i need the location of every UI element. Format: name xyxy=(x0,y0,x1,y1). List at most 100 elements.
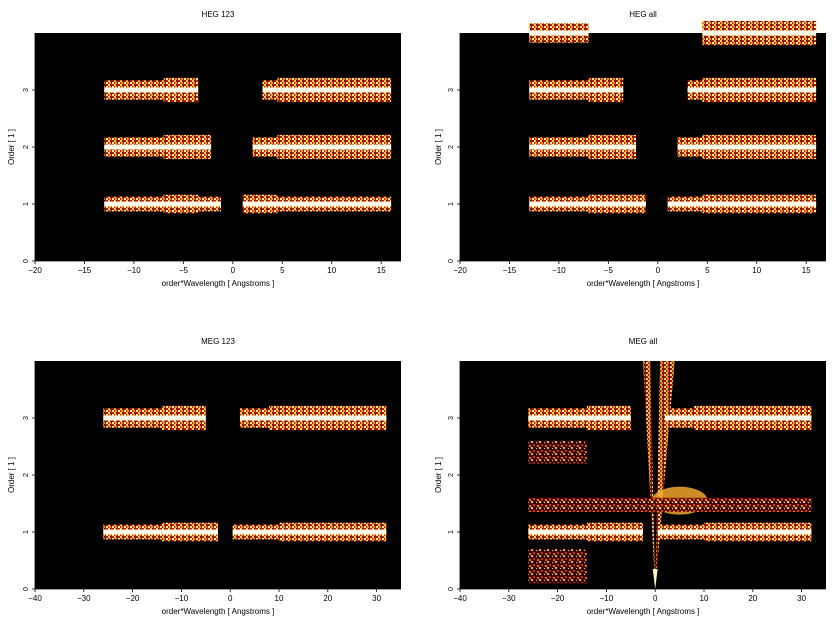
panel-meg-123: MEG 123 −40 −30 −20 −10 0 10 20 30 0 1 2 3 order*Wa… xyxy=(7,337,401,616)
background-spray-lower xyxy=(528,549,587,584)
heatmap-bands xyxy=(103,405,387,542)
band-order-2-ridge xyxy=(163,144,212,150)
band-order-1-ridge xyxy=(198,201,221,207)
y-tick-label: 1 xyxy=(23,530,30,534)
band-order-1-ridge xyxy=(586,529,643,535)
y-axis-label: Order [ 1 ] xyxy=(434,457,443,493)
x-tick-label: −30 xyxy=(502,594,516,603)
x-tick-label: 5 xyxy=(280,266,285,275)
band-order-4-ridge xyxy=(529,30,589,36)
y-axis-label: Order [ 1 ] xyxy=(434,129,443,165)
band-order-4-ridge xyxy=(702,30,817,36)
band-order-2-ridge xyxy=(702,144,817,150)
x-tick-label: 0 xyxy=(231,266,236,275)
band-order-1-ridge xyxy=(704,529,812,535)
band-order-1-ridge xyxy=(104,201,164,207)
band-order-3-ridge xyxy=(103,415,162,421)
y-tick-label: 2 xyxy=(448,145,455,149)
band-order-2-ridge xyxy=(277,144,392,150)
x-tick-label: 20 xyxy=(323,594,332,603)
axes: −40 −30 −20 −10 0 10 20 30 0 1 2 3 xyxy=(448,361,826,603)
x-tick-label: −10 xyxy=(552,266,566,275)
y-tick-label: 3 xyxy=(448,88,455,92)
band-order-3-ridge xyxy=(239,415,270,421)
panel-heg-123: HEG 123 −20 −15 −10 −5 0 5 10 15 0 1 2 3 order*Wave… xyxy=(7,10,401,288)
x-axis-label: order*Wavelength [ Angstroms ] xyxy=(587,607,700,616)
band-order-2-ridge xyxy=(529,144,589,150)
band-order-1-ridge xyxy=(657,529,704,535)
x-tick-label: −15 xyxy=(78,266,92,275)
band-order-3-ridge xyxy=(528,415,587,421)
axes: −40 −30 −20 −10 0 10 20 30 0 1 2 3 xyxy=(23,361,401,603)
x-tick-label: −5 xyxy=(604,266,614,275)
band-order-1-ridge xyxy=(667,201,703,207)
band-order-3-ridge xyxy=(277,87,392,93)
plot-area xyxy=(35,361,401,589)
x-tick-label: −5 xyxy=(179,266,189,275)
x-tick-label: 0 xyxy=(228,594,233,603)
band-order-3-ridge xyxy=(269,415,387,421)
band-order-3-ridge xyxy=(664,415,695,421)
heatmap-bands xyxy=(529,20,817,214)
plot-area xyxy=(460,361,826,589)
band-order-3-ridge xyxy=(588,87,624,93)
band-order-3-ridge xyxy=(694,415,812,421)
band-order-1-ridge xyxy=(588,201,646,207)
band-order-3-ridge xyxy=(163,87,199,93)
band-order-1-ridge xyxy=(529,201,589,207)
panel-title: MEG all xyxy=(629,337,658,346)
heatmap-bands xyxy=(528,405,812,542)
y-tick-label: 2 xyxy=(448,473,455,477)
y-tick-label: 0 xyxy=(448,587,455,591)
y-tick-label: 1 xyxy=(448,530,455,534)
x-tick-label: −10 xyxy=(127,266,141,275)
x-tick-label: 10 xyxy=(327,266,336,275)
y-tick-label: 0 xyxy=(448,259,455,263)
band-order-3-ridge xyxy=(702,87,817,93)
x-axis-label: order*Wavelength [ Angstroms ] xyxy=(162,279,275,288)
x-axis-label: order*Wavelength [ Angstroms ] xyxy=(162,607,275,616)
y-tick-label: 1 xyxy=(448,202,455,206)
x-tick-label: −20 xyxy=(126,594,140,603)
x-tick-label: 10 xyxy=(275,594,284,603)
y-tick-label: 3 xyxy=(448,416,455,420)
y-axis-label: Order [ 1 ] xyxy=(7,129,16,165)
y-tick-label: 1 xyxy=(23,202,30,206)
y-tick-label: 2 xyxy=(23,473,30,477)
x-tick-label: −30 xyxy=(77,594,91,603)
x-tick-label: 10 xyxy=(700,594,709,603)
background-spray-band xyxy=(528,497,812,513)
band-order-2-ridge xyxy=(104,144,164,150)
zeroth-order-core xyxy=(652,569,658,589)
x-tick-label: 30 xyxy=(372,594,381,603)
x-tick-label: −20 xyxy=(28,266,42,275)
heatmap-bands xyxy=(104,77,392,214)
zeroth-order-streak-left xyxy=(643,361,656,589)
x-tick-label: 15 xyxy=(802,266,811,275)
band-order-3-ridge xyxy=(529,87,589,93)
band-order-3-ridge xyxy=(687,87,703,93)
x-tick-label: 10 xyxy=(752,266,761,275)
x-axis-label: order*Wavelength [ Angstroms ] xyxy=(587,279,700,288)
panel-title: MEG 123 xyxy=(201,337,235,346)
panel-title: HEG 123 xyxy=(202,10,235,19)
x-tick-label: 15 xyxy=(377,266,386,275)
x-tick-label: −10 xyxy=(175,594,189,603)
band-order-2-ridge xyxy=(252,144,278,150)
x-tick-label: −10 xyxy=(600,594,614,603)
band-order-1-ridge xyxy=(103,529,162,535)
x-tick-label: −15 xyxy=(503,266,517,275)
band-order-3-ridge xyxy=(586,415,631,421)
y-tick-label: 3 xyxy=(23,416,30,420)
y-tick-label: 3 xyxy=(23,88,30,92)
band-order-3-ridge xyxy=(104,87,164,93)
x-tick-label: 0 xyxy=(656,266,661,275)
x-tick-label: −40 xyxy=(28,594,42,603)
y-axis-label: Order [ 1 ] xyxy=(7,457,16,493)
x-tick-label: −20 xyxy=(551,594,565,603)
x-tick-label: −40 xyxy=(453,594,467,603)
axes: −20 −15 −10 −5 0 5 10 15 0 1 2 3 xyxy=(448,33,826,275)
x-tick-label: −20 xyxy=(453,266,467,275)
band-order-1-ridge xyxy=(702,201,817,207)
